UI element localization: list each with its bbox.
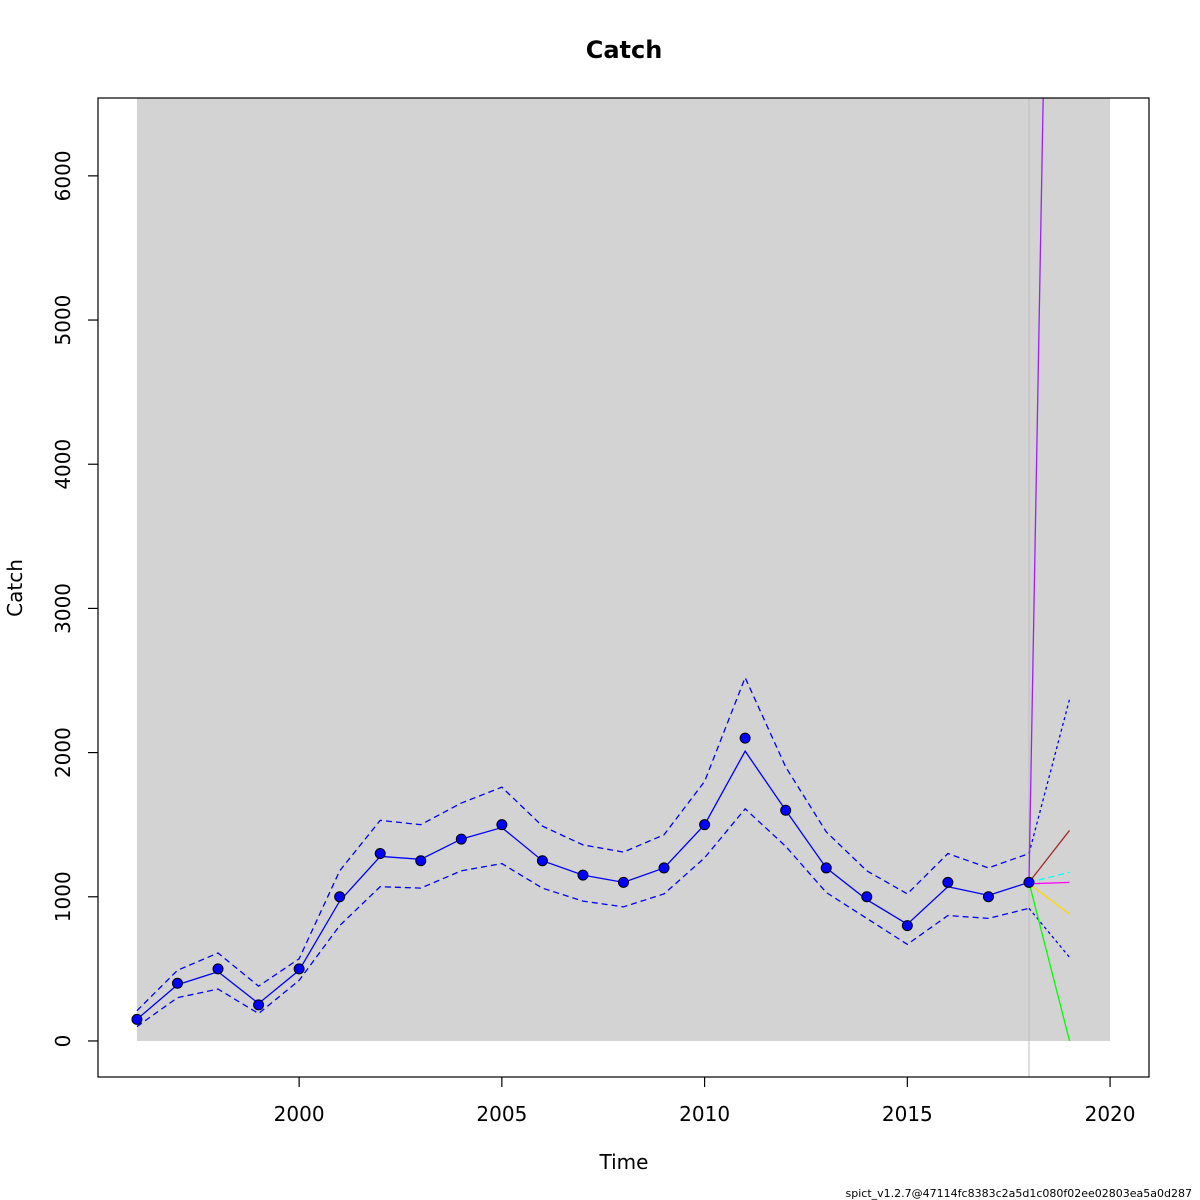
observed-point [253,999,265,1011]
observed-point [861,891,873,903]
x-tick-label: 2020 [1085,1102,1136,1126]
observed-point [455,833,467,845]
x-tick-label: 2010 [679,1102,730,1126]
series-line-4 [1028,699,1071,854]
version-footer: spict_v1.2.7@47114fc8383c2a5d1c080f02ee0… [846,1187,1192,1200]
observed-point [496,819,508,831]
y-axis-label: Catch [3,559,27,617]
x-tick-label: 2005 [476,1102,527,1126]
observed-point [982,891,994,903]
series-line-7 [1028,871,1070,883]
observed-point [780,804,792,816]
x-axis-label: Time [599,1150,649,1174]
observed-point [212,963,224,975]
x-tick-label: 2015 [882,1102,933,1126]
x-tick-label: 2000 [274,1102,325,1126]
plot-frame [97,97,1150,1078]
observed-point [618,876,629,888]
observed-point [942,876,954,888]
series-line-9 [1028,883,1070,915]
y-tick-label: 1000 [51,871,75,922]
observed-point [293,963,305,975]
series-line-3 [136,807,1030,1028]
observed-point [901,920,913,932]
chart-title: Catch [586,36,663,64]
observed-point [1023,876,1035,888]
observed-point [171,977,183,989]
y-tick-label: 3000 [51,583,75,634]
series-line-2 [136,675,1030,1012]
observed-point [577,869,589,881]
shaded-region [136,98,1111,1041]
plot-area [131,98,1111,1077]
series-line-10 [1028,882,1071,1042]
series-line-11 [1028,98,1044,883]
observed-point [658,862,670,874]
y-tick-label: 5000 [51,295,75,346]
observed-point [820,862,832,874]
observed-point [739,732,751,744]
observed-point [131,1013,143,1025]
observed-point [334,891,346,903]
series-line-5 [1028,907,1071,958]
observed-point [536,855,548,867]
observed-point [415,855,427,867]
y-tick-label: 6000 [51,150,75,201]
y-tick-label: 4000 [51,439,75,490]
y-tick-label: 0 [51,1035,75,1048]
observed-point [699,819,711,831]
series-line-8 [1028,881,1070,885]
series-line-6 [1028,830,1071,883]
y-tick-label: 2000 [51,727,75,778]
observed-point [374,848,386,860]
axes: 2000 2005 2010 2015 2020 0 1000 2000 3000 4000 500… [51,150,1136,1126]
